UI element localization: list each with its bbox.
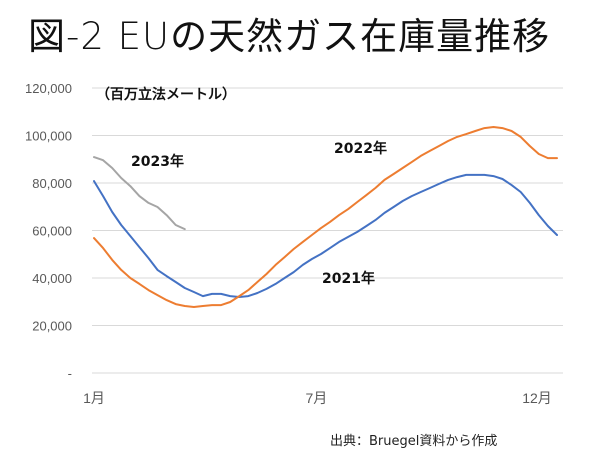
y-tick-label: 100,000 (25, 129, 72, 144)
series-label-2021: 2021年 (322, 270, 375, 287)
y-tick-label: 40,000 (32, 271, 72, 286)
gridlines (92, 87, 563, 374)
chart-title: 図-2 EUの天然ガス在庫量推移 (28, 15, 551, 58)
x-tick-label: 12月 (522, 390, 552, 406)
y-axis-ticks: - 20,000 40,000 60,000 80,000 100,000 120,000 (25, 81, 72, 381)
x-tick-label: 1月 (83, 390, 105, 406)
series-labels: 2023年 2022年 2021年 (131, 140, 387, 287)
series-line-2023 (93, 156, 186, 231)
y-tick-label: - (68, 366, 72, 381)
source-note: 出典：Bruegel資料から作成 (330, 434, 498, 449)
series-line-2022 (93, 126, 558, 308)
y-tick-label: 20,000 (32, 319, 72, 334)
series-lines (93, 126, 558, 308)
y-tick-label: 60,000 (32, 224, 72, 239)
series-label-2023: 2023年 (131, 153, 184, 170)
y-tick-label: 80,000 (32, 176, 72, 191)
y-axis-unit-label: （百万立法メートル） (96, 86, 236, 103)
series-line-2021 (93, 173, 558, 298)
x-axis-ticks: 1月 7月 12月 (83, 390, 552, 406)
series-label-2022: 2022年 (334, 140, 387, 157)
y-tick-label: 120,000 (25, 81, 72, 96)
x-tick-label: 7月 (306, 390, 328, 406)
